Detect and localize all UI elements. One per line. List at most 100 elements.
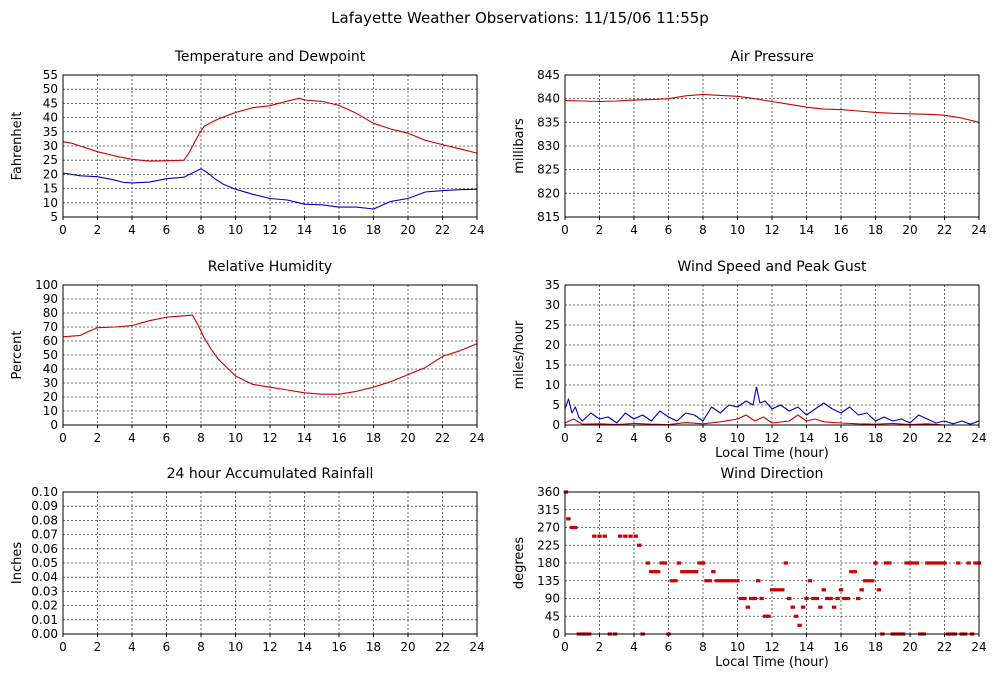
data-point: [783, 561, 788, 565]
data-point: [566, 517, 571, 521]
plot-frame: [564, 491, 980, 635]
x-tick-label: 6: [163, 223, 171, 237]
x-tick-label: 4: [128, 223, 136, 237]
x-tick-label: 22: [435, 223, 450, 237]
x-tick-label: 6: [163, 640, 171, 654]
y-tick-label: 50: [43, 348, 58, 362]
data-point: [814, 596, 820, 601]
series-line-0: [62, 97, 478, 162]
x-tick-label: 2: [596, 431, 604, 445]
x-tick-label: 0: [561, 223, 569, 237]
y-tick-label: 50: [43, 82, 58, 96]
data-point: [811, 596, 816, 601]
data-point: [636, 543, 642, 547]
data-point: [859, 588, 864, 592]
y-tick-label: 840: [537, 92, 560, 106]
plot-frame: [62, 74, 478, 218]
y-tick-label: 90: [545, 592, 560, 606]
data-point: [759, 596, 764, 601]
data-point: [938, 561, 944, 565]
x-tick-label: 0: [59, 640, 67, 654]
data-point: [956, 561, 961, 565]
data-point: [907, 561, 913, 565]
plot-frame: [564, 74, 980, 218]
data-point: [876, 588, 882, 592]
data-point: [828, 596, 833, 601]
y-tick-label: 35: [545, 278, 560, 292]
x-tick-label: 4: [630, 431, 638, 445]
x-tick-label: 20: [902, 640, 917, 654]
y-tick-label: 180: [537, 556, 560, 570]
y-tick-label: 0.05: [31, 556, 58, 570]
data-point: [852, 570, 857, 574]
data-point: [762, 614, 768, 618]
x-tick-label: 2: [94, 431, 102, 445]
data-point: [662, 561, 668, 565]
plot-frame: [62, 491, 478, 635]
data-point: [673, 579, 678, 583]
x-tick-label: 6: [665, 223, 673, 237]
x-tick-label: 12: [262, 640, 277, 654]
data-point: [683, 570, 688, 574]
x-tick-label: 14: [799, 431, 814, 445]
x-tick-label: 12: [262, 223, 277, 237]
y-tick-label: 225: [537, 538, 560, 552]
data-point: [573, 525, 578, 530]
y-axis-label: degrees: [512, 537, 527, 590]
data-point: [652, 570, 657, 574]
x-tick-label: 6: [163, 431, 171, 445]
data-point: [766, 614, 771, 618]
y-tick-label: 45: [43, 96, 58, 110]
data-point: [797, 623, 802, 627]
x-tick-label: 20: [400, 640, 415, 654]
data-point: [928, 561, 933, 565]
x-tick-label: 8: [197, 223, 205, 237]
plot-frame: [62, 284, 478, 426]
x-tick-label: 20: [902, 223, 917, 237]
x-tick-label: 16: [331, 431, 346, 445]
x-tick-label: 10: [730, 640, 745, 654]
x-tick-label: 6: [665, 640, 673, 654]
x-tick-label: 2: [596, 640, 604, 654]
data-point: [773, 588, 778, 592]
x-tick-label: 12: [764, 223, 779, 237]
x-tick-label: 12: [764, 640, 779, 654]
y-tick-label: 0: [50, 418, 58, 432]
x-tick-label: 0: [561, 640, 569, 654]
y-tick-label: 35: [43, 125, 58, 139]
chart-title: 24 hour Accumulated Rainfall: [167, 466, 374, 482]
data-point: [821, 588, 826, 592]
data-point: [623, 534, 628, 538]
data-point: [873, 561, 878, 565]
data-point: [862, 579, 868, 583]
data-point: [887, 561, 892, 565]
chart-title: Relative Humidity: [208, 259, 332, 275]
series-line-0: [62, 314, 478, 395]
x-tick-label: 10: [228, 640, 243, 654]
data-point: [628, 534, 633, 538]
data-point: [618, 534, 623, 538]
y-tick-label: 845: [537, 68, 560, 82]
x-tick-label: 22: [937, 640, 952, 654]
x-tick-label: 0: [59, 431, 67, 445]
y-tick-label: 40: [43, 362, 58, 376]
data-point: [935, 561, 940, 565]
data-point: [676, 561, 682, 565]
data-point: [592, 534, 597, 538]
data-point: [602, 534, 607, 538]
data-point: [745, 605, 751, 609]
data-point: [690, 570, 695, 574]
data-point: [835, 596, 840, 601]
y-tick-label: 55: [43, 68, 58, 82]
y-tick-label: 830: [537, 139, 560, 153]
series-line-1: [564, 414, 979, 426]
y-tick-label: 25: [545, 318, 560, 332]
data-point: [818, 605, 823, 609]
y-axis-label: miles/hour: [512, 320, 527, 389]
y-tick-label: 825: [537, 163, 560, 177]
data-point: [904, 561, 909, 565]
